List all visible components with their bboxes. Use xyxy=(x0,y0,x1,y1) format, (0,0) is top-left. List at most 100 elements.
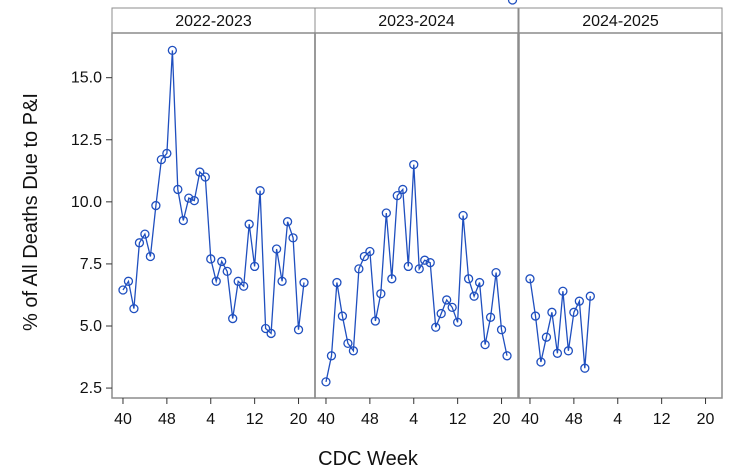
data-point xyxy=(585,291,595,301)
panel-strip-label: 2022-2023 xyxy=(175,13,252,30)
data-point xyxy=(491,267,501,278)
data-point xyxy=(359,251,370,262)
data-point xyxy=(173,184,183,195)
data-point xyxy=(442,295,452,305)
x-axis-title: CDC Week xyxy=(318,448,419,470)
panel-2022-2023: 2022-2023 40 48 4 12 20 xyxy=(111,7,316,428)
data-point xyxy=(140,229,150,239)
data-point xyxy=(420,255,430,265)
panel-frame xyxy=(518,32,723,399)
data-point xyxy=(332,277,342,288)
data-point xyxy=(403,261,413,272)
x-tick-label: 12 xyxy=(449,411,467,428)
data-point xyxy=(233,276,243,286)
data-point xyxy=(381,208,391,218)
x-tick-label: 4 xyxy=(206,411,215,428)
data-point xyxy=(118,285,128,295)
data-point xyxy=(282,217,293,227)
data-point xyxy=(260,323,271,334)
data-point xyxy=(151,200,161,211)
data-point xyxy=(195,167,205,177)
y-tick-label: 10.0 xyxy=(71,194,102,211)
data-point xyxy=(409,159,419,170)
data-point xyxy=(447,302,457,313)
panel-frame xyxy=(111,32,316,399)
data-point xyxy=(458,210,468,221)
data-point xyxy=(249,261,260,272)
data-point xyxy=(129,303,139,314)
data-point xyxy=(200,172,210,182)
data-point xyxy=(376,289,386,299)
panel-2024-2025: 2024-2025 40 48 4 12 20 xyxy=(518,7,723,428)
x-tick-label: 48 xyxy=(361,411,379,428)
data-point xyxy=(536,357,546,367)
data-point xyxy=(463,274,474,284)
data-point xyxy=(167,45,178,56)
data-point xyxy=(425,258,435,268)
data-point xyxy=(431,322,441,332)
data-point xyxy=(469,291,479,301)
data-point xyxy=(222,266,232,277)
data-point xyxy=(387,274,397,284)
data-point xyxy=(480,339,490,350)
y-axis: 2.5 5.0 7.5 10.0 12.5 15.0 xyxy=(71,70,112,397)
data-point xyxy=(502,351,512,361)
data-point xyxy=(211,276,221,286)
data-point xyxy=(530,311,541,321)
data-point xyxy=(288,233,298,243)
data-point xyxy=(343,338,353,349)
data-point xyxy=(189,195,199,206)
data-point xyxy=(348,346,359,356)
data-point xyxy=(162,148,172,159)
panel-strip-label: 2024-2025 xyxy=(582,13,659,30)
data-point xyxy=(337,311,348,321)
data-point xyxy=(392,190,402,201)
data-point xyxy=(123,276,134,286)
x-tick-label: 20 xyxy=(290,411,308,428)
data-point xyxy=(134,238,145,248)
data-point xyxy=(145,251,156,262)
x-tick-label: 48 xyxy=(158,411,176,428)
x-tick-label: 48 xyxy=(565,411,583,428)
data-point xyxy=(354,264,364,274)
data-point xyxy=(299,277,309,288)
data-point xyxy=(244,219,254,229)
data-point xyxy=(580,363,590,373)
data-point xyxy=(507,0,518,5)
data-point xyxy=(321,377,331,387)
data-point xyxy=(474,277,485,288)
x-tick-label: 40 xyxy=(317,411,335,428)
y-axis-title: % of All Deaths Due to P&I xyxy=(20,93,42,331)
data-point xyxy=(496,325,507,335)
y-tick-label: 2.5 xyxy=(80,380,102,397)
data-point xyxy=(255,186,265,196)
data-point xyxy=(574,296,585,306)
data-point xyxy=(558,286,568,296)
x-tick-label: 12 xyxy=(246,411,264,428)
data-point xyxy=(239,281,249,291)
data-point xyxy=(569,307,579,317)
data-point xyxy=(184,193,194,203)
data-point xyxy=(277,276,287,286)
data-point xyxy=(271,244,282,254)
data-point xyxy=(178,215,188,226)
series-line xyxy=(122,50,305,335)
data-point xyxy=(552,348,563,358)
data-point xyxy=(547,307,557,317)
data-point xyxy=(206,254,216,264)
panel-strip xyxy=(518,7,723,34)
x-tick-label: 20 xyxy=(697,411,715,428)
data-point xyxy=(398,184,408,195)
y-tick-label: 5.0 xyxy=(80,318,102,335)
data-point xyxy=(266,328,276,339)
series-line xyxy=(325,164,508,383)
x-tick-label: 40 xyxy=(521,411,539,428)
y-tick-label: 7.5 xyxy=(80,256,102,273)
data-point xyxy=(436,308,446,319)
panel-2023-2024: 2023-2024 40 48 4 12 20 xyxy=(314,0,519,428)
data-point xyxy=(217,256,227,267)
series-line xyxy=(529,278,591,369)
panel-strip xyxy=(111,7,316,34)
